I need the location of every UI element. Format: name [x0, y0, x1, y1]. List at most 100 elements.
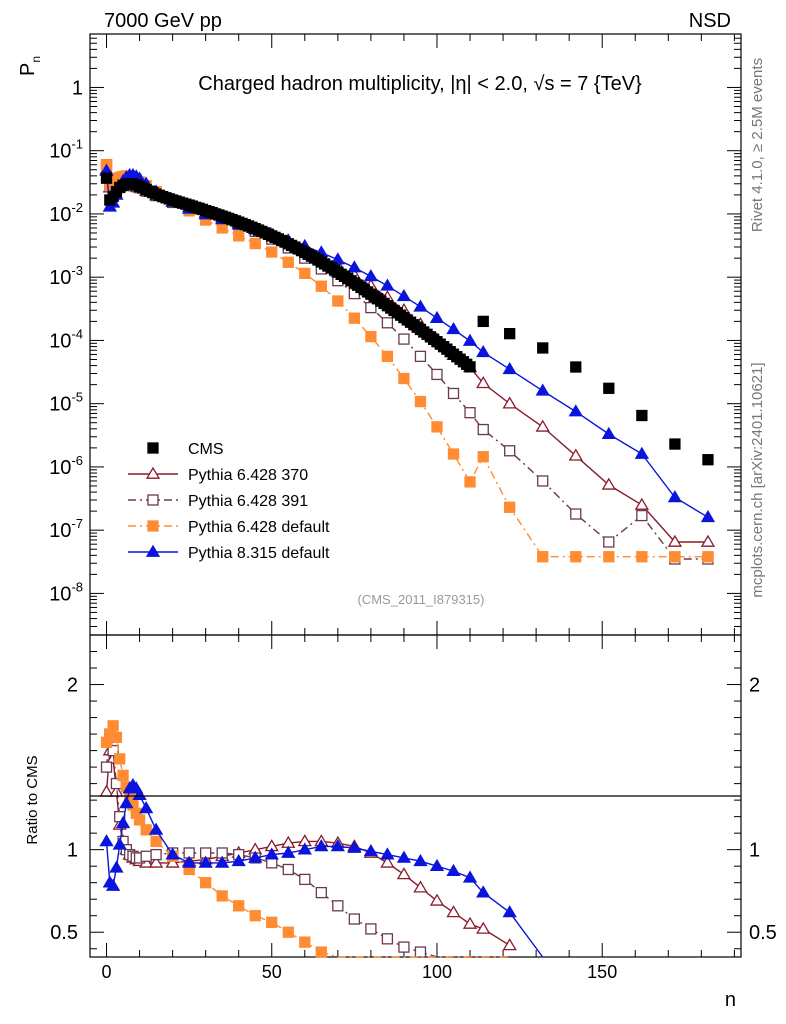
data-point [669, 438, 681, 450]
legend-label: Pythia 8.315 default [188, 545, 330, 562]
ratio-y-tick-label-right: 2 [749, 675, 760, 697]
ratio-point [231, 853, 246, 867]
ratio-ylabel: Ratio to CMS [24, 755, 41, 844]
axis-ticks [90, 33, 741, 957]
ratio-point [140, 824, 152, 836]
ratio-point [233, 900, 245, 912]
data-point [700, 534, 716, 547]
ratio-point [332, 900, 344, 912]
ratio-point [115, 815, 131, 829]
ratio-point [476, 885, 491, 898]
legend-label: Pythia 6.428 default [188, 519, 330, 536]
ratio-point [502, 938, 517, 951]
data-point [100, 172, 113, 184]
data-point [476, 344, 491, 358]
data-point [634, 446, 649, 459]
data-point [669, 551, 681, 563]
data-point [502, 361, 517, 375]
data-point [380, 278, 395, 291]
data-point [447, 387, 460, 400]
legend-marker [145, 544, 161, 557]
data-point [603, 551, 615, 563]
data-point [299, 267, 311, 279]
data-point [537, 342, 549, 354]
data-point [266, 246, 278, 258]
ratio-point [462, 870, 478, 883]
ratio-point [198, 855, 213, 868]
legend-label: Pythia 6.428 370 [188, 467, 308, 484]
ratio-point [429, 858, 445, 872]
data-point [249, 237, 261, 250]
data-point [431, 421, 443, 433]
ratio-point [347, 840, 362, 853]
ratio-point [216, 890, 228, 902]
data-point [601, 477, 616, 490]
data-point [667, 490, 683, 503]
ratio-point [107, 720, 119, 732]
ratio-point [133, 814, 146, 826]
ratio-point [299, 936, 311, 948]
ratio-point [150, 848, 162, 861]
ratio-line [105, 723, 510, 958]
data-point [535, 383, 550, 396]
data-point [601, 426, 616, 439]
ratio-point [502, 905, 517, 918]
ratio-point [314, 839, 329, 852]
data-point [702, 454, 714, 466]
ratio-point [299, 873, 311, 886]
data-point [381, 350, 394, 363]
ratio-point [348, 913, 361, 925]
data-point [476, 376, 491, 389]
header-process-label: NSD [689, 10, 731, 32]
data-point [636, 551, 648, 563]
data-point [535, 419, 550, 432]
legend-item: Pythia 8.315 default [128, 544, 330, 562]
data-point [315, 280, 327, 292]
ratio-point [150, 835, 162, 848]
xlabel: n [725, 989, 736, 1011]
data-point [348, 312, 361, 324]
y-tick-label: 10-6 [49, 453, 83, 479]
chart-title: Charged hadron multiplicity, |η| < 2.0, … [198, 73, 642, 95]
data-point [504, 501, 516, 513]
main-ylabel: Pn [17, 56, 43, 76]
data-point [634, 497, 649, 510]
ratio-point [413, 880, 428, 893]
legend-marker [147, 442, 159, 454]
ratio-y-tick-label-right: 0.5 [749, 922, 777, 944]
y-tick-label: 10-5 [49, 390, 83, 416]
ratio-point [139, 801, 154, 814]
legend-item: Pythia 6.428 370 [128, 466, 308, 484]
legend-label: CMS [188, 441, 224, 458]
data-point [429, 310, 445, 324]
data-point [667, 534, 683, 547]
ratio-point [414, 946, 427, 958]
y-tick-label: 10-3 [49, 263, 83, 289]
ratio-point [110, 731, 123, 744]
data-point [462, 333, 478, 346]
legend-item: Pythia 6.428 default [128, 519, 330, 536]
analysis-tag: (CMS_2011_I879315) [358, 592, 485, 607]
data-point [504, 445, 516, 457]
y-tick-label: 10-4 [49, 326, 83, 352]
data-point [330, 252, 345, 265]
x-tick-label: 50 [262, 962, 282, 982]
data-point [636, 509, 648, 522]
ratio-point [363, 844, 379, 857]
y-tick-label: 10-8 [49, 579, 83, 605]
ratio-point [112, 837, 127, 850]
ratio-series-pythia-8-315-default [99, 777, 544, 958]
ratio-point [117, 769, 129, 782]
y-tick-label: 10-7 [49, 516, 83, 542]
data-point [603, 536, 615, 548]
data-point [446, 322, 461, 335]
series-line [105, 169, 708, 543]
ratio-y-tick-label: 0.5 [50, 922, 78, 944]
legend-marker [145, 466, 161, 479]
ratio-point [140, 850, 152, 862]
ratio-series-group [99, 720, 544, 958]
data-point [282, 256, 294, 268]
main-series-group [99, 159, 716, 565]
legend-marker [147, 494, 159, 506]
data-point [365, 330, 377, 343]
